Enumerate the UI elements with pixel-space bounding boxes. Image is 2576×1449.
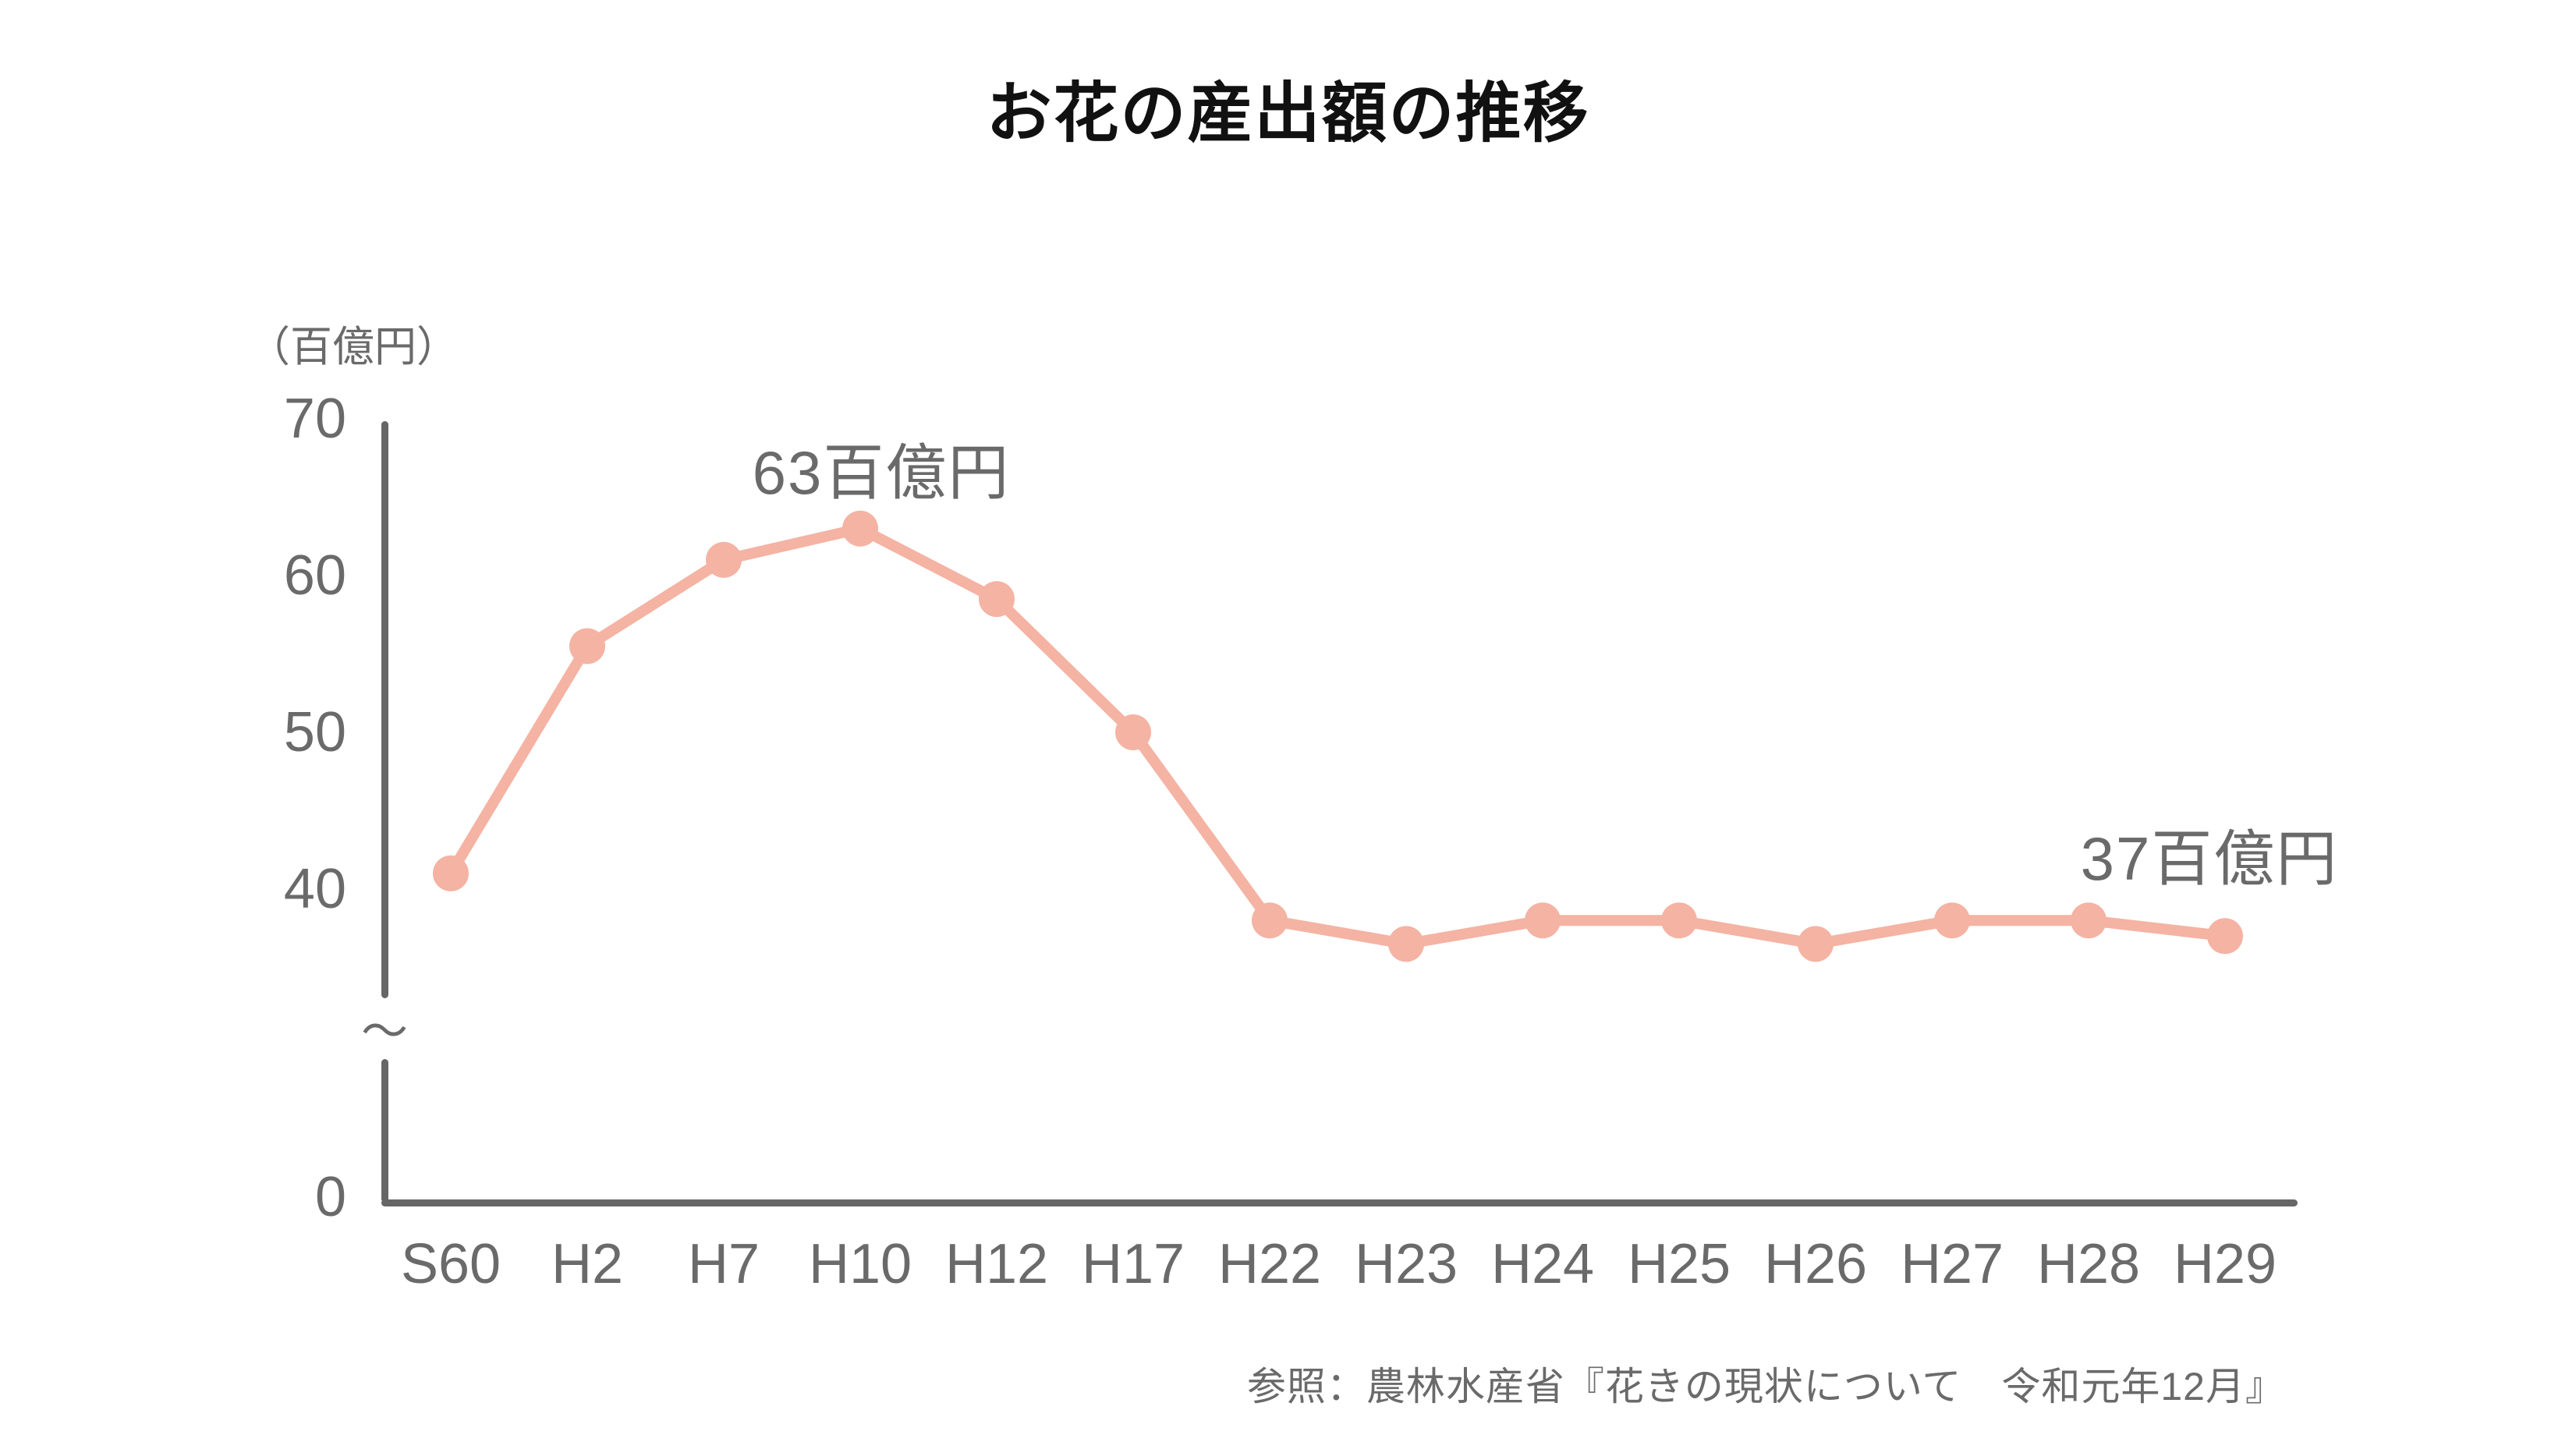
x-axis-line [381, 1199, 2298, 1206]
x-category-label-H25: H25 [1627, 1233, 1731, 1295]
y-axis-unit-label: （百億円） [248, 324, 459, 370]
data-point-H25 [1661, 902, 1697, 939]
y-tick-label-40: 40 [283, 858, 346, 920]
y-axis-line-lower [381, 1059, 388, 1203]
latest-value-label: 37百億円 [2080, 824, 2339, 894]
y-axis-line-upper [381, 421, 388, 998]
x-category-label-H12: H12 [944, 1233, 1049, 1295]
x-category-label-H24: H24 [1490, 1233, 1595, 1295]
y-tick-label-0: 0 [314, 1166, 346, 1228]
data-point-H7 [706, 541, 742, 578]
x-category-label-H10: H10 [808, 1233, 912, 1295]
data-point-H29 [2207, 918, 2243, 955]
x-category-label-H23: H23 [1354, 1233, 1458, 1295]
y-tick-label-70: 70 [283, 388, 346, 450]
y-tick-label-60: 60 [283, 544, 346, 607]
x-category-label-H27: H27 [1900, 1233, 2004, 1295]
data-point-H17 [1115, 714, 1151, 750]
peak-value-label: 63百億円 [752, 438, 1011, 507]
data-point-S60 [433, 855, 469, 891]
data-point-H23 [1388, 926, 1424, 962]
data-point-H24 [1525, 902, 1561, 939]
x-category-label-S60: S60 [400, 1233, 501, 1295]
data-point-H27 [1934, 902, 1970, 939]
data-point-H28 [2071, 902, 2107, 939]
x-category-label-H2: H2 [551, 1233, 624, 1295]
axis-break-symbol: 〜 [361, 1005, 408, 1058]
x-category-label-H29: H29 [2173, 1233, 2277, 1295]
flower-output-line [445, 523, 2231, 950]
x-category-label-H26: H26 [1763, 1233, 1868, 1295]
data-point-H12 [979, 581, 1015, 618]
x-category-label-H17: H17 [1081, 1233, 1185, 1295]
data-point-H26 [1798, 926, 1834, 962]
y-tick-label-50: 50 [283, 701, 346, 763]
source-citation: 参照：農林水産省『花きの現状について 令和元年12月』 [1246, 1365, 2285, 1408]
data-point-H10 [842, 510, 878, 547]
data-point-H22 [1252, 902, 1288, 939]
x-category-label-H28: H28 [2036, 1233, 2141, 1295]
chart-title: お花の産出額の推移 [986, 76, 1590, 150]
x-category-label-H7: H7 [687, 1233, 760, 1295]
x-category-label-H22: H22 [1217, 1233, 1322, 1295]
data-point-H2 [569, 628, 605, 664]
